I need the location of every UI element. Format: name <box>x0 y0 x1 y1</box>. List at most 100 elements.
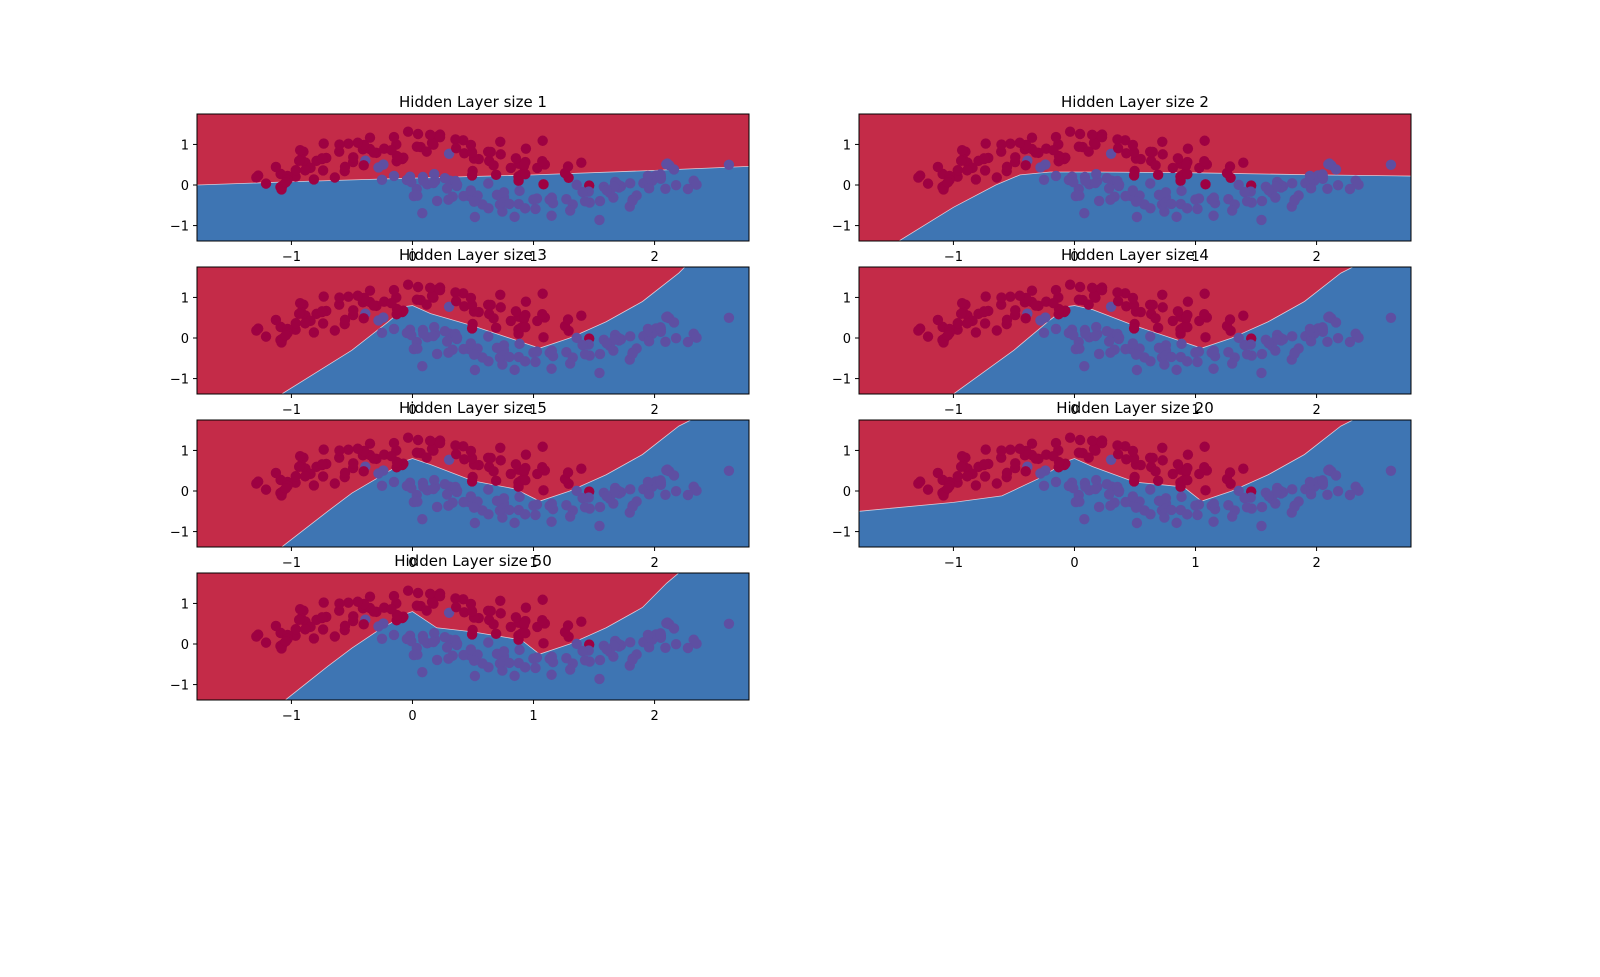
point-class-0 <box>505 162 517 174</box>
point-class-1 <box>1286 484 1298 495</box>
point-class-1 <box>443 500 454 511</box>
point-class-0 <box>368 453 379 464</box>
point-class-0 <box>1182 449 1194 460</box>
point-class-1 <box>642 170 654 182</box>
point-class-0 <box>537 614 548 626</box>
point-class-1 <box>376 480 388 491</box>
point-class-1 <box>373 468 384 479</box>
point-class-0 <box>465 445 477 457</box>
point-class-1 <box>1226 358 1238 369</box>
y-tick-label: −1 <box>170 526 189 541</box>
point-class-0 <box>402 279 414 290</box>
point-class-0 <box>510 306 522 317</box>
point-class-0 <box>1199 461 1210 473</box>
point-class-0 <box>293 614 305 626</box>
point-class-1 <box>406 635 417 647</box>
axes-frame <box>196 113 750 242</box>
point-class-1 <box>1091 474 1102 486</box>
subplot-title: Hidden Layer size 1 <box>399 93 547 111</box>
point-class-1 <box>1080 175 1091 187</box>
point-class-1 <box>1035 468 1046 479</box>
subplot-title: Hidden Layer size 4 <box>1061 246 1209 264</box>
y-tick-label: 1 <box>843 444 851 459</box>
point-class-0 <box>426 290 438 302</box>
point-class-1 <box>1105 194 1116 205</box>
point-class-0 <box>260 637 272 648</box>
point-class-0 <box>1088 290 1100 302</box>
point-class-0 <box>294 450 306 462</box>
point-class-1 <box>594 673 605 685</box>
point-class-0 <box>955 155 967 167</box>
point-class-0 <box>465 292 477 304</box>
point-class-1 <box>577 186 588 198</box>
point-class-0 <box>1096 131 1108 143</box>
point-class-0 <box>358 466 369 477</box>
point-class-1 <box>624 484 636 495</box>
point-class-0 <box>1182 475 1193 486</box>
point-class-0 <box>1014 137 1025 148</box>
point-class-1 <box>468 655 480 666</box>
point-class-1 <box>439 632 451 643</box>
point-class-1 <box>1226 205 1238 216</box>
point-class-1 <box>1068 176 1079 188</box>
point-class-0 <box>412 434 424 446</box>
point-class-1 <box>514 491 525 503</box>
subplot-1: −1 0 1 2 −1 0 1 Hidden Layer size 1 <box>170 93 750 265</box>
point-class-0 <box>490 475 502 487</box>
point-class-0 <box>411 294 423 305</box>
point-class-0 <box>280 483 291 494</box>
point-class-1 <box>1145 331 1156 342</box>
point-class-1 <box>594 501 606 513</box>
point-class-0 <box>339 467 351 479</box>
point-class-1 <box>1344 183 1356 195</box>
point-class-1 <box>519 509 531 520</box>
point-class-1 <box>1304 170 1316 182</box>
point-class-1 <box>412 343 423 354</box>
point-class-0 <box>1224 467 1236 478</box>
point-class-0 <box>495 455 506 466</box>
point-class-0 <box>402 126 414 137</box>
point-class-1 <box>1256 520 1267 532</box>
point-class-0 <box>1128 323 1140 334</box>
subplot-title: Hidden Layer size 20 <box>1056 399 1214 417</box>
point-class-0 <box>996 292 1007 303</box>
point-class-0 <box>352 443 363 454</box>
point-class-1 <box>468 502 480 513</box>
point-class-1 <box>1323 312 1334 323</box>
point-class-1 <box>1171 364 1182 376</box>
point-class-1 <box>579 196 591 207</box>
point-class-1 <box>530 509 541 521</box>
point-class-0 <box>421 605 432 616</box>
point-class-0 <box>1182 296 1194 307</box>
point-class-0 <box>450 593 461 604</box>
point-class-1 <box>1330 470 1342 481</box>
point-class-0 <box>1112 142 1124 154</box>
plot-area <box>859 114 1411 241</box>
point-class-0 <box>1152 475 1164 487</box>
point-class-0 <box>1048 144 1059 156</box>
point-class-1 <box>723 465 735 476</box>
point-class-0 <box>388 284 400 296</box>
point-class-1 <box>642 476 654 488</box>
point-class-0 <box>260 178 272 189</box>
point-class-1 <box>1256 214 1267 226</box>
point-class-1 <box>373 315 384 326</box>
point-class-1 <box>1256 367 1267 379</box>
point-class-1 <box>1233 332 1244 344</box>
point-class-0 <box>1005 291 1016 302</box>
point-class-1 <box>723 618 735 629</box>
point-class-0 <box>434 284 446 296</box>
point-class-1 <box>1317 323 1328 334</box>
point-class-1 <box>458 496 469 508</box>
point-class-0 <box>434 590 446 602</box>
point-class-0 <box>538 638 549 649</box>
point-class-0 <box>490 322 502 334</box>
point-class-1 <box>530 356 541 368</box>
point-class-0 <box>1167 468 1179 480</box>
point-class-1 <box>1385 312 1397 323</box>
point-class-1 <box>388 476 400 488</box>
point-class-1 <box>509 364 520 376</box>
point-class-0 <box>1200 332 1211 343</box>
point-class-0 <box>979 165 991 176</box>
